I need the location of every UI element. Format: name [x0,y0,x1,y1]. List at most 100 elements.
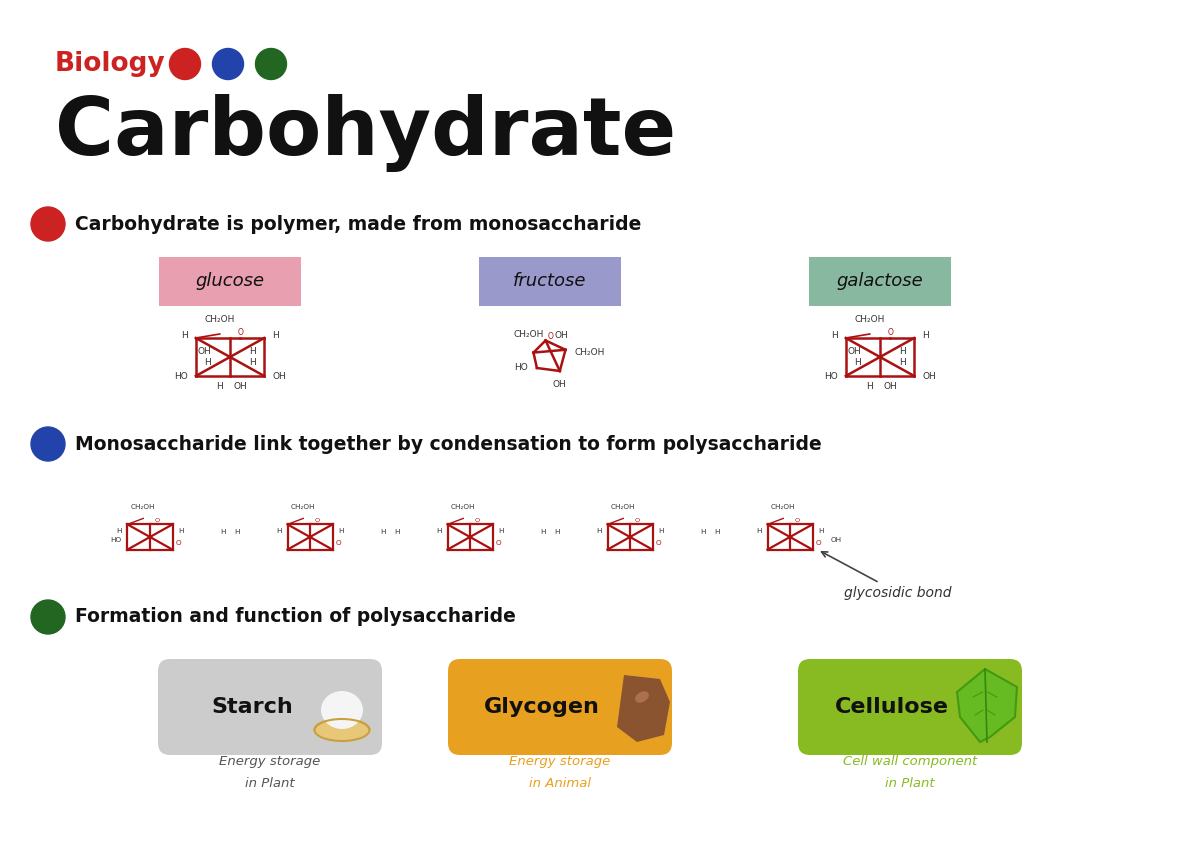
Text: OH: OH [830,537,841,543]
Text: CH₂OH: CH₂OH [204,315,235,324]
Text: CH₂OH: CH₂OH [292,504,316,510]
Text: H: H [395,529,400,535]
FancyBboxPatch shape [158,256,301,306]
Text: HO: HO [110,537,121,543]
Text: H: H [380,529,385,535]
Text: in Plant: in Plant [245,777,295,790]
Text: Cell wall component: Cell wall component [842,755,977,768]
Text: H: H [216,382,223,391]
Text: H: H [832,331,838,340]
Text: CH₂OH: CH₂OH [611,504,636,510]
Text: CH₂OH: CH₂OH [131,504,156,510]
FancyBboxPatch shape [809,256,952,306]
Text: H: H [234,529,240,535]
Text: Carbohydrate: Carbohydrate [55,94,676,172]
Text: OH: OH [553,380,566,389]
Text: HO: HO [514,363,528,373]
Text: Carbohydrate is polymer, made from monosaccharide: Carbohydrate is polymer, made from monos… [74,215,641,233]
Text: CH₂OH: CH₂OH [514,330,544,339]
Circle shape [256,48,287,80]
Text: OH: OH [883,382,898,391]
Ellipse shape [322,691,364,729]
Text: CH₂OH: CH₂OH [854,315,884,324]
Text: H: H [854,358,862,368]
Text: OH: OH [272,372,286,380]
Text: CH₂OH: CH₂OH [575,348,605,357]
Text: O: O [314,518,319,523]
FancyBboxPatch shape [158,659,382,755]
Text: Energy storage: Energy storage [509,755,611,768]
Text: O: O [175,540,181,546]
Text: galactose: galactose [836,272,923,290]
Text: Energy storage: Energy storage [220,755,320,768]
Text: H: H [899,358,906,368]
Text: Starch: Starch [211,697,293,717]
Text: O: O [238,329,244,337]
Text: H: H [248,358,256,368]
Polygon shape [958,669,1018,742]
FancyBboxPatch shape [798,659,1022,755]
Text: CH₂OH: CH₂OH [772,504,796,510]
Text: H: H [818,528,824,534]
Text: H: H [338,528,344,534]
Text: OH: OH [233,382,247,391]
Text: OH: OH [923,372,936,380]
Text: H: H [756,528,762,534]
Text: O: O [154,518,160,523]
Text: H: H [436,528,442,534]
Text: Biology: Biology [55,51,166,77]
Text: H: H [923,331,929,340]
Polygon shape [617,675,670,742]
FancyBboxPatch shape [479,256,622,306]
Text: O: O [634,518,640,523]
Text: H: H [540,529,546,535]
Text: in Plant: in Plant [886,777,935,790]
Text: in Animal: in Animal [529,777,592,790]
Text: HO: HO [174,372,187,380]
Text: O: O [336,540,341,546]
Text: H: H [714,529,720,535]
Text: H: H [272,331,278,340]
Text: OH: OH [554,331,569,340]
Text: H: H [204,358,211,368]
Text: Formation and function of polysaccharide: Formation and function of polysaccharide [74,608,516,627]
Text: O: O [496,540,502,546]
Circle shape [31,427,65,461]
Text: CH₂OH: CH₂OH [451,504,475,510]
Text: O: O [887,329,893,337]
Text: OH: OH [847,346,862,356]
Text: OH: OH [198,346,211,356]
Text: H: H [899,346,906,356]
Circle shape [31,600,65,634]
Text: glucose: glucose [196,272,264,290]
Text: HO: HO [824,372,838,380]
Text: Glycogen: Glycogen [484,697,600,717]
Ellipse shape [635,691,649,703]
Text: H: H [701,529,706,535]
Text: fructose: fructose [514,272,587,290]
Text: H: H [596,528,601,534]
Ellipse shape [314,719,370,741]
Text: Cellulose: Cellulose [835,697,949,717]
Text: H: H [276,528,282,534]
Text: H: H [659,528,664,534]
Text: O: O [816,540,821,546]
Text: O: O [655,540,661,546]
FancyBboxPatch shape [448,659,672,755]
Text: Monosaccharide link together by condensation to form polysaccharide: Monosaccharide link together by condensa… [74,435,822,453]
Text: H: H [179,528,184,534]
Text: H: H [866,382,874,391]
Circle shape [212,48,244,80]
Text: O: O [474,518,479,523]
Circle shape [31,207,65,241]
Text: H: H [498,528,504,534]
Text: O: O [794,518,799,523]
Text: O: O [548,332,553,340]
Text: H: H [221,529,226,535]
Text: H: H [181,331,187,340]
Circle shape [169,48,200,80]
Text: H: H [248,346,256,356]
Text: H: H [554,529,559,535]
Text: glycosidic bond: glycosidic bond [822,552,952,599]
Text: H: H [116,528,121,534]
